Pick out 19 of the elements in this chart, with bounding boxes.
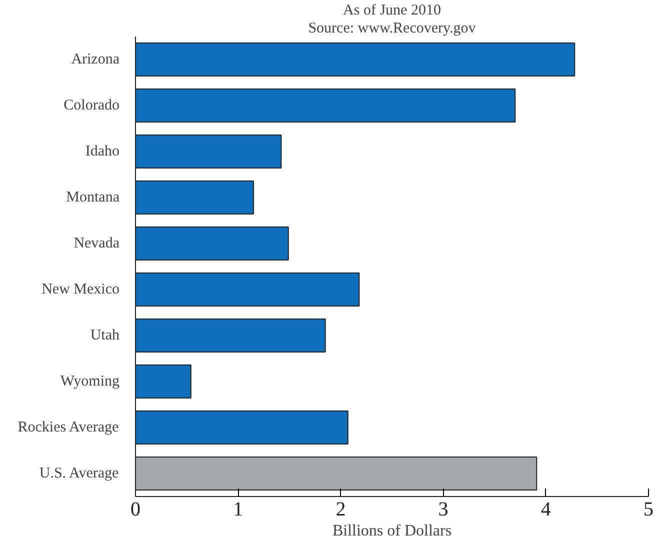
y-tick-label: Montana (66, 190, 120, 206)
y-tick-label: Wyoming (60, 374, 120, 390)
y-tick-label: U.S. Average (39, 466, 120, 482)
x-tick-label: 0 (130, 498, 140, 520)
x-axis-title: Billions of Dollars (332, 522, 452, 540)
y-tick-label: New Mexico (42, 282, 120, 298)
y-tick-label: Idaho (85, 144, 120, 160)
x-tick-label: 4 (540, 498, 551, 520)
x-tick-label: 3 (438, 498, 448, 520)
y-tick-label: Arizona (71, 52, 120, 68)
y-tick-label: Colorado (64, 98, 120, 114)
y-tick-label: Utah (90, 328, 120, 344)
x-tick-label: 2 (336, 498, 346, 520)
y-tick-label: Nevada (74, 236, 120, 252)
x-tick-label: 5 (644, 498, 654, 520)
y-tick-label: Rockies Average (18, 420, 120, 436)
x-tick-label: 1 (233, 498, 244, 520)
chart-title: As of June 2010 (343, 2, 441, 18)
chart-subtitle: Source: www.Recovery.gov (308, 20, 476, 36)
